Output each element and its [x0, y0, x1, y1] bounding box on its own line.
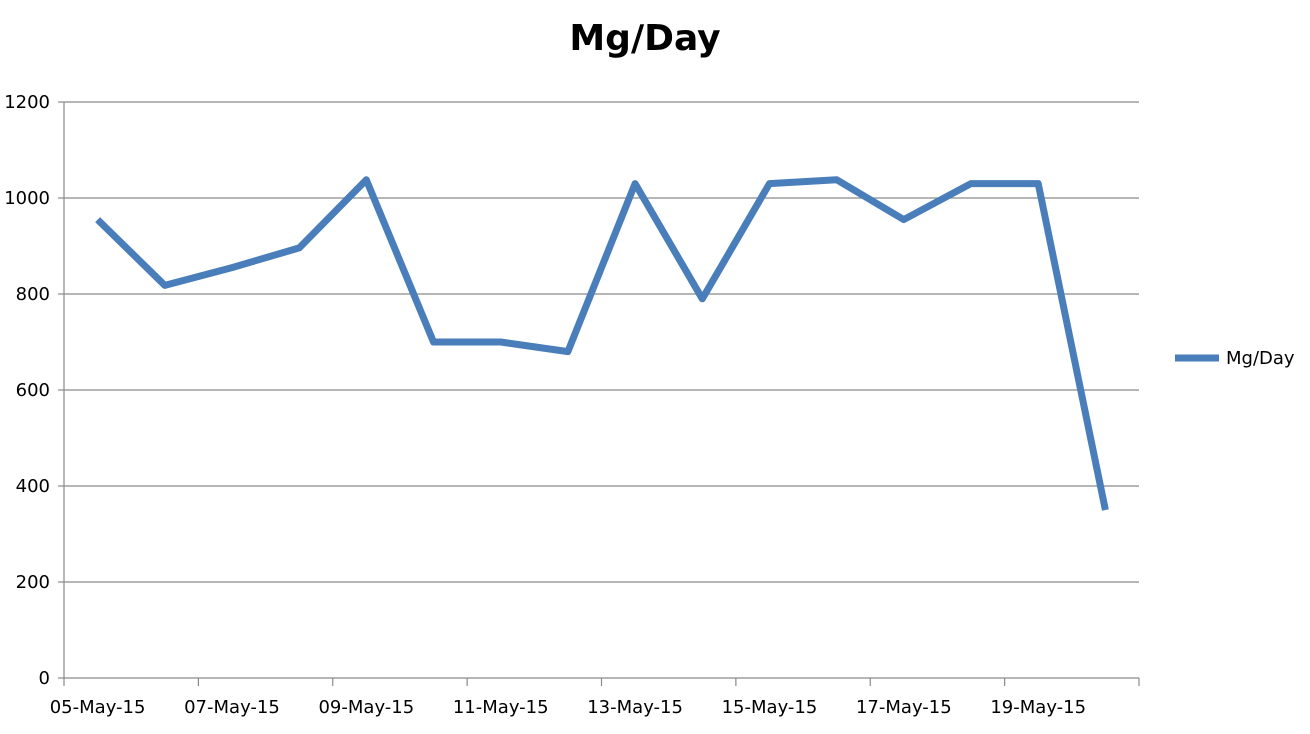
x-tick-label: 13-May-15	[587, 697, 683, 718]
y-tick-label: 800	[16, 284, 50, 305]
x-tick-label: 09-May-15	[318, 697, 414, 718]
chart-title: Mg/Day	[569, 18, 721, 59]
series-line	[95, 176, 1109, 511]
y-tick-label: 0	[39, 668, 50, 689]
series-lines	[95, 176, 1109, 511]
y-tick-label: 400	[16, 476, 50, 497]
legend: Mg/Day	[1175, 348, 1295, 369]
x-tick-label: 07-May-15	[184, 697, 280, 718]
y-tick-label: 1200	[4, 92, 50, 113]
y-tick-label: 600	[16, 380, 50, 401]
x-tick-label: 19-May-15	[990, 697, 1086, 718]
y-tick-labels: 0 200 400 600 800 1000 1200	[4, 92, 50, 689]
x-tick-labels: 05-May-15 07-May-15 09-May-15 11-May-15 13-M…	[50, 697, 1086, 718]
legend-label: Mg/Day	[1226, 348, 1295, 369]
x-tick-label: 05-May-15	[50, 697, 146, 718]
x-tick-label: 17-May-15	[856, 697, 952, 718]
y-tick-label: 1000	[4, 188, 50, 209]
x-tick-label: 11-May-15	[453, 697, 549, 718]
y-tick-label: 200	[16, 572, 50, 593]
gridlines	[64, 101, 1139, 583]
axes	[58, 101, 1140, 686]
x-tick-label: 15-May-15	[722, 697, 818, 718]
